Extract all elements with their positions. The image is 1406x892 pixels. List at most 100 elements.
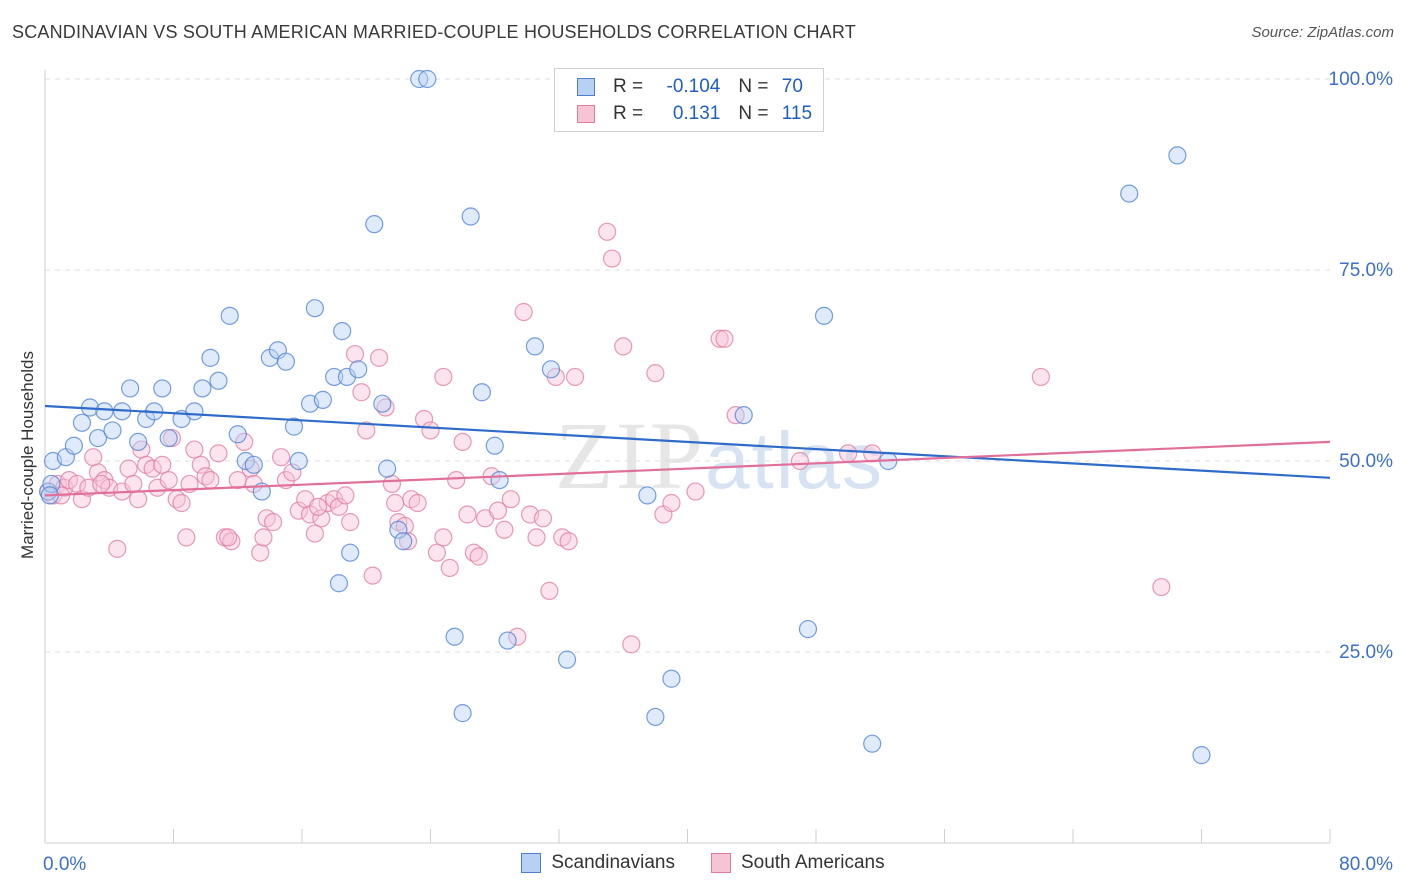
south-american-point — [357, 421, 376, 440]
y-tick-label: 50.0% — [1339, 451, 1393, 472]
south-american-point — [129, 490, 148, 509]
south-american-point — [1152, 577, 1171, 597]
scandinavian-point — [209, 371, 228, 390]
legend-swatch-blue — [577, 78, 595, 96]
scandinavian-point — [734, 406, 753, 425]
scandinavian-point — [394, 532, 413, 551]
x-tick-label: 80.0% — [1339, 854, 1393, 875]
south-american-point — [352, 383, 371, 402]
south-american-point — [434, 528, 453, 547]
scandinavian-point — [541, 360, 561, 379]
south-american-point — [191, 455, 210, 474]
south-american-point — [143, 459, 162, 478]
south-american-point — [559, 532, 578, 551]
south-american-point — [235, 432, 254, 451]
scandinavian-point — [638, 486, 657, 505]
scandinavian-point — [289, 451, 308, 471]
south-american-point — [345, 344, 365, 364]
scandinavian-point — [95, 402, 114, 421]
south-american-point — [185, 440, 204, 459]
scandinavian-point — [329, 574, 349, 593]
scandinavian-point — [557, 650, 577, 669]
legend-n-value: 70 — [781, 76, 803, 97]
scandinavian-point — [276, 352, 296, 371]
south-american-point — [209, 444, 228, 463]
scandinavian-point — [313, 390, 332, 409]
scandinavian-trendline — [44, 404, 1331, 479]
south-american-point — [790, 451, 810, 471]
legend-swatch-pink — [577, 105, 595, 123]
series-legend: Scandinavians South Americans — [0, 852, 1406, 874]
legend-row-scandinavians: R = -0.104 N = 70 — [577, 75, 803, 99]
south-american-point — [662, 493, 681, 513]
scandinavian-point — [129, 432, 148, 451]
south-american-point — [646, 364, 665, 383]
scandinavian-point — [378, 459, 397, 478]
x-tick-label: 0.0% — [43, 854, 86, 875]
south-american-point — [254, 528, 273, 547]
scandinavian-point — [72, 413, 92, 432]
south-american-point — [329, 497, 349, 516]
scandinavian-point — [485, 436, 504, 455]
south-american-point — [514, 302, 533, 322]
scandinavian-point — [490, 471, 509, 490]
south-american-point — [263, 513, 283, 532]
scandinavian-point — [1168, 146, 1187, 165]
scandinavian-point — [798, 619, 818, 639]
scandinavian-point — [42, 474, 61, 494]
south-american-point — [336, 486, 355, 505]
scandinavian-point — [498, 631, 517, 650]
south-american-point — [124, 474, 143, 494]
south-american-point — [159, 471, 178, 490]
scandinavian-point — [64, 436, 84, 455]
south-american-point — [565, 367, 585, 387]
south-american-point — [598, 222, 617, 241]
scandinavian-point — [525, 337, 545, 356]
south-american-point — [434, 367, 453, 387]
series-label-scandinavians: Scandinavians — [551, 852, 675, 873]
scandinavian-point — [244, 455, 263, 474]
south-american-point — [408, 493, 427, 513]
scandinavian-point — [153, 379, 172, 398]
scandinavian-point — [373, 394, 392, 413]
south-american-point — [201, 471, 220, 490]
south-american-point — [92, 474, 111, 494]
series-legend-scandinavians[interactable]: Scandinavians — [521, 852, 675, 874]
legend-r-value: -0.104 — [666, 76, 721, 97]
south-american-point — [508, 627, 527, 646]
south-american-point — [540, 581, 559, 600]
south-american-point — [501, 490, 520, 509]
scandinavian-point — [201, 348, 220, 367]
south-american-point — [421, 421, 440, 440]
south-american-point — [88, 463, 108, 482]
scandinavian-point — [341, 543, 360, 562]
scandinavian-point — [445, 627, 464, 646]
south-american-point — [177, 528, 196, 547]
scandinavian-point — [472, 383, 491, 402]
scandinavian-point — [305, 299, 324, 318]
scandinavian-point — [646, 707, 665, 727]
scandinavian-point — [389, 520, 408, 539]
south-american-point — [272, 448, 291, 467]
series-legend-south-americans[interactable]: South Americans — [710, 852, 885, 874]
south-american-point — [363, 566, 382, 585]
scandinavian-point — [333, 322, 352, 341]
source-label: Source: ZipAtlas.com — [1251, 24, 1394, 41]
south-american-point — [469, 547, 488, 566]
y-tick-label: 75.0% — [1339, 260, 1393, 281]
south-american-point — [453, 432, 472, 451]
south-american-trendline — [44, 440, 1331, 497]
south-american-point — [440, 558, 459, 578]
scandinavian-point — [418, 69, 437, 89]
south-american-point — [427, 543, 447, 562]
scandinavian-point — [814, 306, 834, 325]
scandinavian-point — [103, 421, 122, 440]
south-american-point — [614, 337, 633, 356]
south-american-point — [84, 448, 103, 467]
south-american-point — [370, 348, 389, 367]
south-american-point — [686, 482, 705, 501]
scandinavian-point — [349, 360, 368, 379]
south-american-point — [219, 528, 238, 547]
scandinavian-point — [461, 207, 480, 226]
series-swatch-blue — [521, 853, 542, 873]
